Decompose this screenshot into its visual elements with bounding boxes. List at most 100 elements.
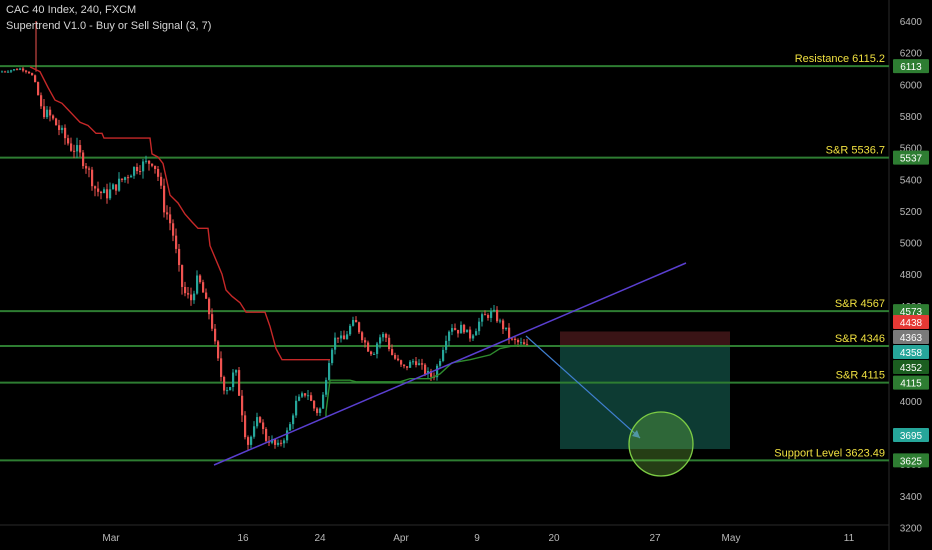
- candle: [391, 344, 394, 356]
- candle: [220, 351, 223, 382]
- level-label: Resistance 6115.2: [795, 53, 885, 65]
- candle: [160, 172, 163, 189]
- candle: [514, 335, 517, 345]
- candle: [175, 228, 178, 254]
- candle: [10, 69, 13, 73]
- level-label: S&R 4115: [836, 370, 885, 382]
- candle: [346, 331, 349, 340]
- candle: [484, 310, 487, 316]
- candle: [526, 338, 529, 346]
- candle: [313, 400, 316, 412]
- candle: [52, 114, 55, 121]
- candle: [415, 357, 418, 368]
- candle: [259, 415, 262, 424]
- candle: [7, 70, 10, 73]
- candle: [295, 395, 298, 418]
- forecast-arrow[interactable]: [525, 335, 641, 439]
- candle: [496, 306, 499, 323]
- candle: [310, 392, 313, 402]
- candle: [43, 99, 46, 119]
- candle: [454, 323, 457, 331]
- level-price-tag: 5537: [893, 150, 929, 165]
- candle: [505, 327, 508, 331]
- candle: [262, 419, 265, 435]
- candle: [301, 391, 304, 399]
- candle: [421, 358, 424, 370]
- last-price-tag: 4363: [893, 330, 929, 344]
- candle: [466, 329, 469, 333]
- candle: [139, 165, 142, 175]
- candle: [34, 74, 37, 83]
- supertrend-red-line: [29, 66, 330, 361]
- candle: [70, 137, 73, 152]
- candle: [451, 324, 454, 336]
- y-tick-label: 5200: [900, 207, 923, 218]
- candle: [193, 290, 196, 304]
- candle: [256, 412, 259, 429]
- candle: [46, 105, 49, 119]
- candle: [493, 304, 496, 313]
- candle: [172, 219, 175, 242]
- candle: [439, 358, 442, 368]
- candle: [109, 182, 112, 201]
- x-tick-label: 27: [649, 533, 661, 544]
- candle: [253, 421, 256, 439]
- svg-text:4438: 4438: [900, 318, 923, 329]
- y-tick-label: 5800: [900, 112, 923, 123]
- candle: [442, 347, 445, 363]
- candle: [79, 140, 82, 157]
- x-tick-label: May: [722, 533, 741, 544]
- candle: [478, 317, 481, 335]
- ascending-trendline[interactable]: [213, 262, 687, 466]
- target-circle[interactable]: [628, 411, 694, 477]
- candle: [157, 166, 160, 182]
- candle: [523, 339, 526, 345]
- candle: [292, 413, 295, 430]
- entry-price-tag: 4352: [893, 360, 929, 374]
- level-price-tag: 3625: [893, 453, 929, 468]
- candle: [412, 358, 415, 365]
- candle: [238, 367, 241, 396]
- candle: [481, 312, 484, 327]
- supertrend-green-line: [325, 344, 526, 417]
- level-price-tag: 4115: [893, 375, 929, 390]
- candle: [430, 368, 433, 382]
- candle: [229, 386, 232, 391]
- candle: [4, 70, 7, 73]
- candle: [184, 281, 187, 297]
- svg-text:3625: 3625: [900, 456, 923, 467]
- candle: [358, 321, 361, 335]
- candle: [100, 190, 103, 200]
- candle: [82, 149, 85, 169]
- svg-text:3695: 3695: [900, 431, 923, 442]
- candle: [58, 119, 61, 136]
- stop-price-tag: 4438: [893, 315, 929, 329]
- candle: [367, 340, 370, 352]
- x-tick-label: 24: [314, 533, 326, 544]
- y-tick-label: 6200: [900, 49, 923, 60]
- candle: [124, 176, 127, 183]
- x-tick-label: Mar: [102, 533, 120, 544]
- candle: [169, 206, 172, 231]
- candle: [508, 323, 511, 344]
- candle: [55, 117, 58, 126]
- candle: [178, 243, 181, 272]
- svg-text:4358: 4358: [900, 348, 923, 359]
- candle: [211, 308, 214, 332]
- y-tick-label: 5600: [900, 144, 923, 155]
- candle: [502, 318, 505, 335]
- candle: [97, 181, 100, 197]
- candle: [202, 279, 205, 293]
- candle: [448, 330, 451, 347]
- candle: [403, 364, 406, 369]
- y-tick-label: 3200: [900, 523, 923, 534]
- candle: [340, 330, 343, 343]
- candle: [130, 174, 133, 178]
- svg-text:4115: 4115: [900, 379, 922, 390]
- y-tick-label: 3400: [900, 492, 923, 503]
- candle: [241, 390, 244, 423]
- candle: [94, 185, 97, 197]
- take-profit-zone: [560, 346, 730, 450]
